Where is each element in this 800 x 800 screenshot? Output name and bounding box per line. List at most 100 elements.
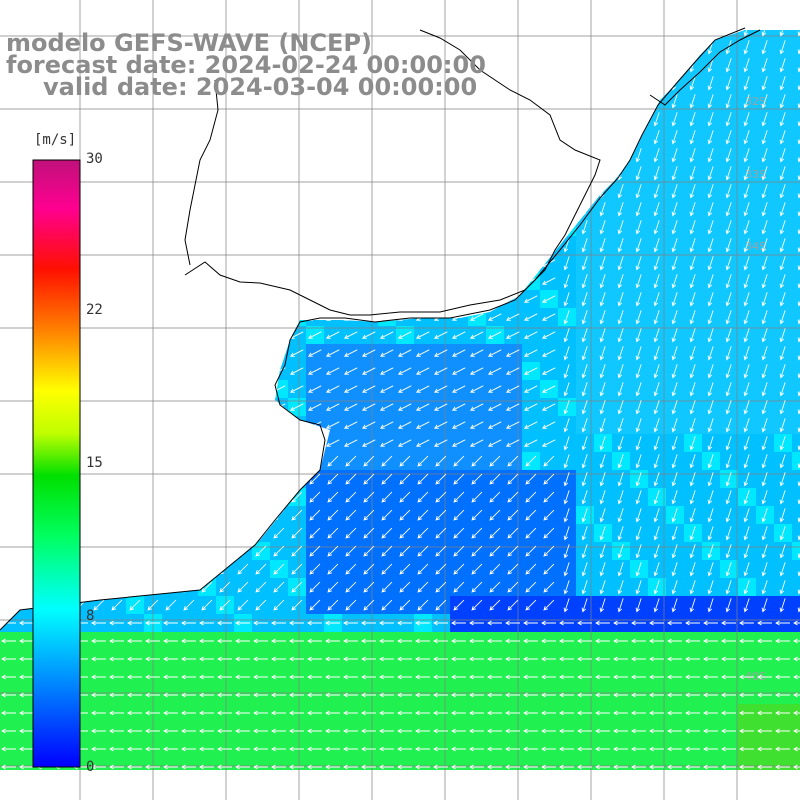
wind-arrow — [614, 783, 628, 787]
wind-arrow — [3, 581, 15, 593]
wind-cell — [252, 254, 270, 272]
wind-arrow — [235, 205, 250, 213]
wind-cell — [288, 776, 306, 794]
wind-cell — [792, 470, 800, 488]
wind-cell — [126, 470, 144, 488]
wind-cell — [504, 56, 522, 74]
wind-arrow — [91, 241, 106, 249]
wind-arrow — [343, 439, 358, 447]
wind-cell — [126, 524, 144, 542]
wind-cell — [738, 30, 756, 38]
wind-arrow — [343, 115, 358, 123]
wind-arrow — [289, 151, 304, 159]
wind-arrow — [563, 418, 570, 433]
wind-cell — [126, 128, 144, 146]
wind-cell — [432, 146, 450, 164]
wind-arrow — [325, 115, 340, 123]
wind-arrow — [725, 292, 732, 307]
wind-cell — [198, 380, 216, 398]
wind-cell — [270, 110, 288, 128]
wind-arrow — [165, 473, 177, 485]
wind-arrow — [217, 241, 232, 249]
wind-arrow — [91, 187, 106, 195]
wind-cell — [486, 182, 504, 200]
wind-arrow — [451, 259, 466, 267]
wind-cell — [216, 308, 234, 326]
wind-arrow — [761, 418, 768, 433]
wind-arrow — [469, 331, 484, 339]
wind-arrow — [469, 187, 484, 195]
wind-arrow — [379, 349, 394, 357]
wind-cell — [234, 254, 252, 272]
wind-arrow — [543, 491, 555, 503]
wind-cell — [486, 776, 504, 794]
wind-arrow — [93, 509, 105, 521]
wind-cell — [18, 92, 36, 110]
wind-cell — [792, 38, 800, 56]
wind-arrow — [127, 241, 142, 249]
wind-cell — [414, 290, 432, 308]
wind-cell — [792, 308, 800, 326]
wind-arrow — [237, 455, 249, 467]
wind-cell — [666, 30, 684, 38]
wind-arrow — [599, 382, 606, 397]
wind-arrow — [343, 259, 358, 267]
wind-arrow — [487, 115, 502, 123]
wind-cell — [162, 218, 180, 236]
wind-arrow — [2, 783, 16, 787]
wind-arrow — [397, 439, 412, 447]
wind-arrow — [325, 439, 340, 447]
wind-arrow — [453, 455, 465, 467]
wind-cell — [378, 776, 396, 794]
wind-cell — [324, 254, 342, 272]
wind-arrow — [671, 274, 678, 289]
wind-arrow — [779, 310, 786, 325]
wind-arrow — [271, 151, 286, 159]
wind-arrow — [541, 349, 556, 357]
wind-arrow — [599, 76, 606, 91]
wind-cell — [162, 146, 180, 164]
wind-cell — [378, 128, 396, 146]
wind-arrow — [361, 133, 376, 141]
wind-arrow — [235, 349, 250, 357]
wind-arrow — [489, 527, 501, 539]
wind-arrow — [487, 169, 502, 177]
wind-arrow — [272, 783, 286, 787]
wind-arrow — [379, 187, 394, 195]
wind-cell — [504, 128, 522, 146]
wind-arrow — [199, 223, 214, 231]
wind-arrow — [236, 783, 250, 787]
wind-cell — [180, 488, 198, 506]
wind-cell — [414, 30, 432, 38]
wind-cell — [288, 470, 306, 488]
wind-arrow — [19, 421, 34, 429]
wind-cell — [630, 110, 648, 128]
wind-arrow — [1, 97, 16, 105]
wind-arrow — [635, 148, 642, 163]
wind-arrow — [653, 526, 660, 541]
wind-arrow — [653, 382, 660, 397]
wind-arrow — [451, 367, 466, 375]
wind-cell — [108, 776, 126, 794]
wind-arrow — [505, 97, 520, 105]
wind-arrow — [415, 169, 430, 177]
wind-arrow — [91, 421, 106, 429]
wind-arrow — [91, 133, 106, 141]
wind-cell — [180, 452, 198, 470]
wind-arrow — [453, 491, 465, 503]
wind-cell — [414, 236, 432, 254]
wind-arrow — [109, 331, 124, 339]
wind-arrow — [253, 115, 268, 123]
wind-arrow — [273, 491, 285, 503]
wind-arrow — [219, 509, 231, 521]
wind-arrow — [217, 367, 232, 375]
wind-arrow — [671, 184, 678, 199]
wind-arrow — [309, 455, 321, 467]
wind-cell — [126, 254, 144, 272]
wind-arrow — [343, 331, 358, 339]
wind-arrow — [1, 403, 16, 411]
wind-arrow — [743, 40, 750, 55]
wind-arrow — [487, 439, 502, 447]
wind-arrow — [563, 238, 570, 253]
wind-cell — [522, 128, 540, 146]
